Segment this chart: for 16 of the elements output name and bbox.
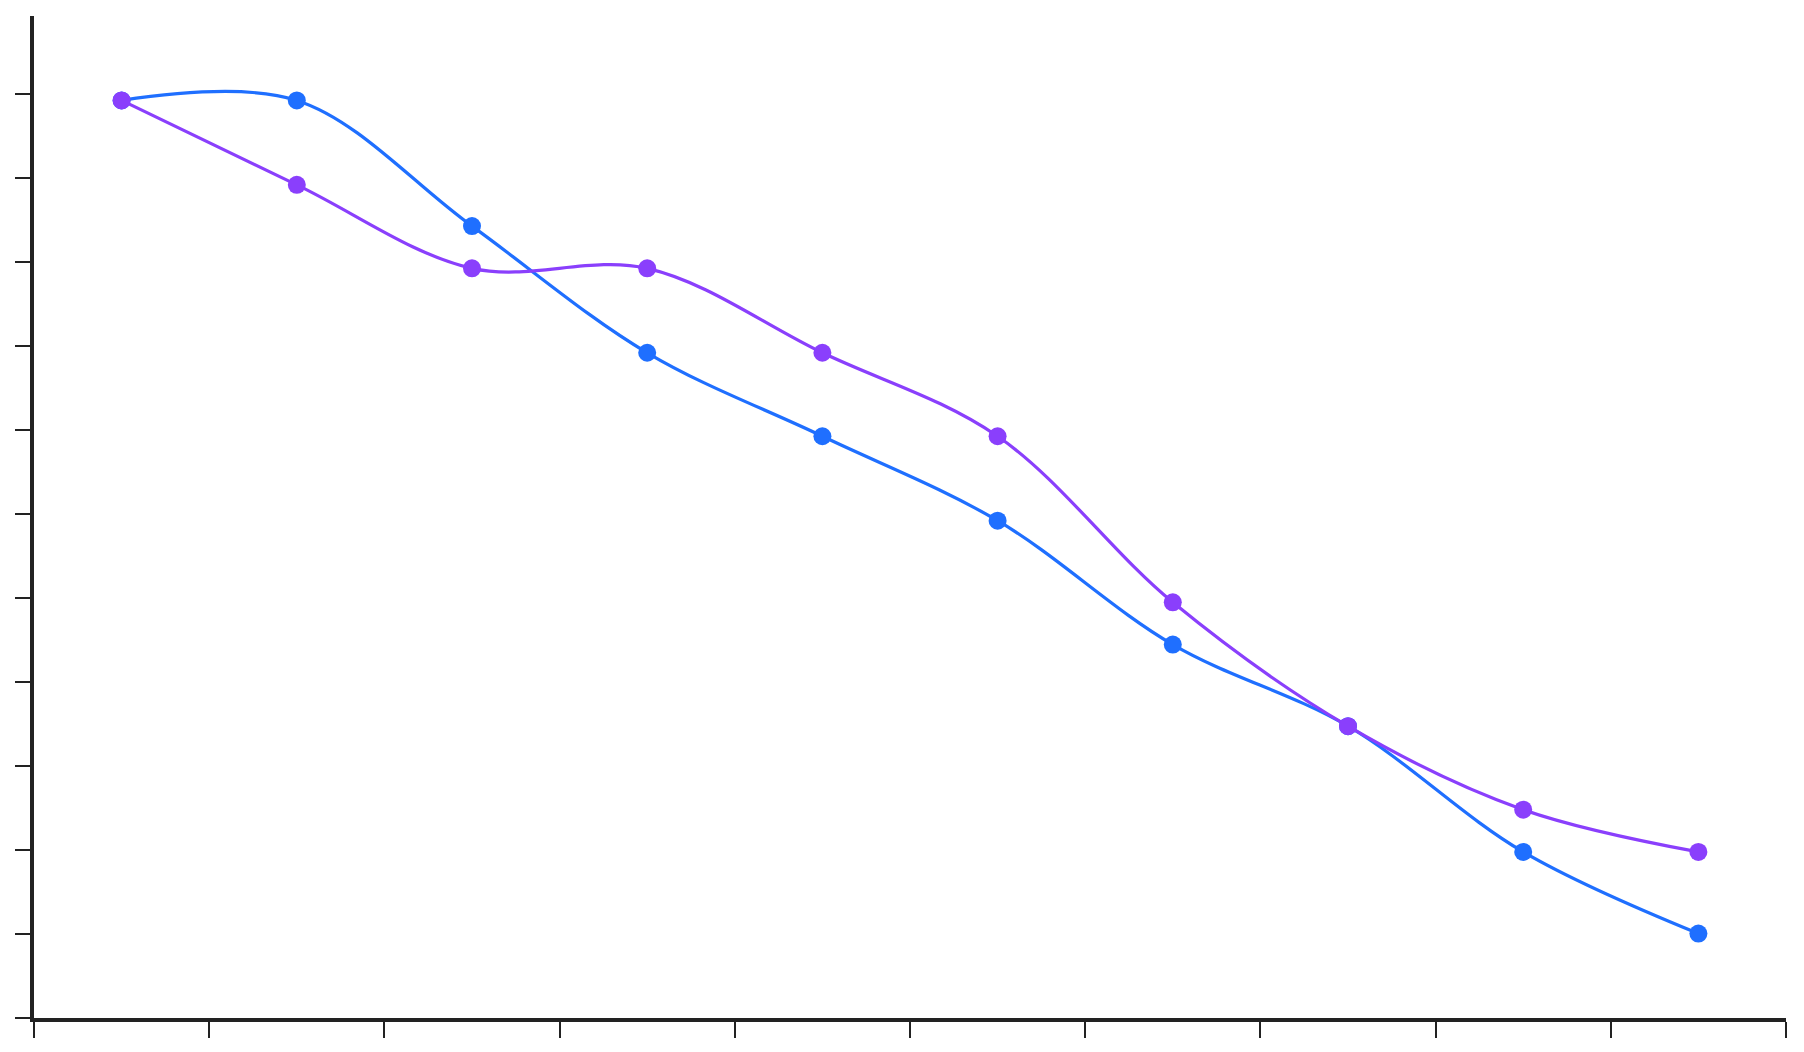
point: [813, 343, 832, 362]
point: [1514, 842, 1533, 861]
point: [638, 343, 657, 362]
point: [1163, 593, 1182, 612]
point: [638, 259, 657, 278]
point: [1163, 635, 1182, 654]
point: [1514, 800, 1533, 819]
point: [988, 511, 1007, 530]
point: [463, 259, 481, 278]
point: [988, 427, 1007, 446]
point: [287, 175, 306, 194]
point: [463, 217, 481, 236]
point: [287, 91, 306, 110]
point: [813, 427, 832, 446]
point: [1689, 842, 1708, 861]
point: [1689, 924, 1708, 943]
